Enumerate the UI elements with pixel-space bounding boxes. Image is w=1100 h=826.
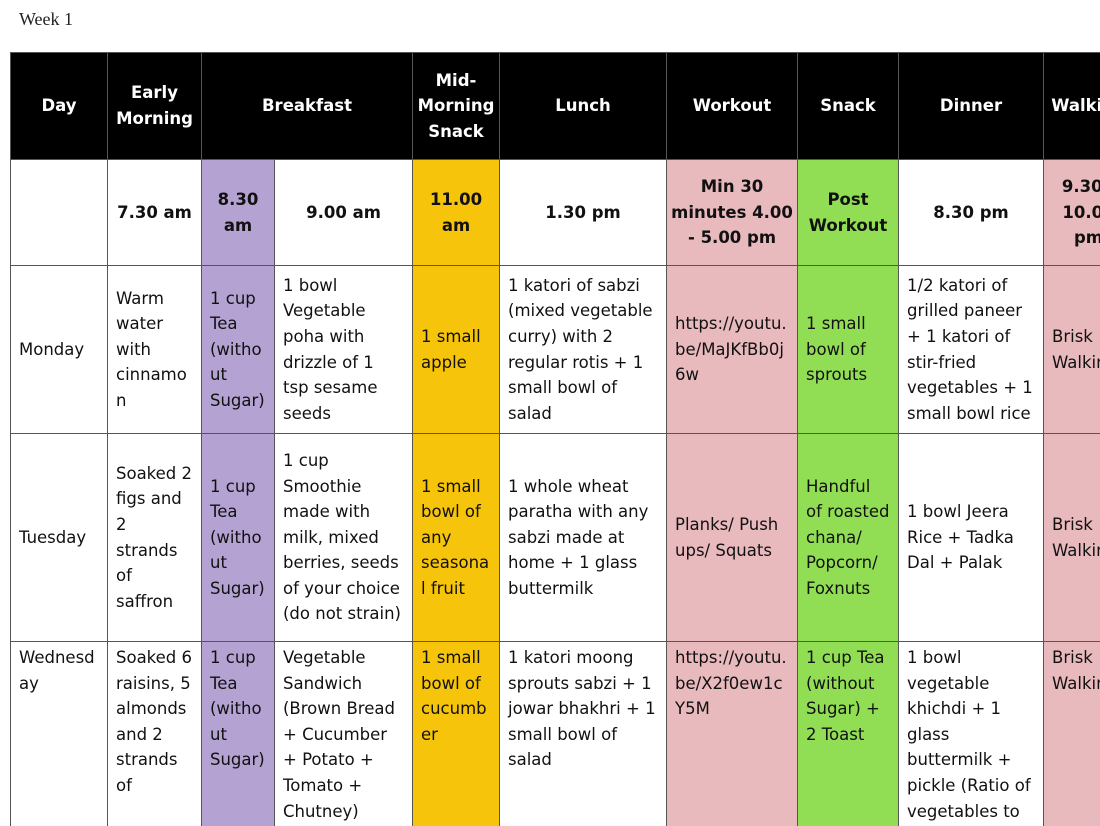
cell: Warm water with cinnamon (107, 265, 202, 434)
day-cell (10, 159, 108, 266)
table-container: Day Early Morning Breakfast Mid-Morning Sna… (10, 52, 1100, 826)
cell: 1 katori moong sprouts sabzi + 1 jowar b… (499, 641, 668, 826)
cell: Planks/ Push ups/ Squats (666, 433, 799, 642)
cell: 1 small bowl of any seasonal fruit (412, 433, 501, 642)
cell: 11.00 am (412, 159, 501, 266)
cell: Brisk Walking (1043, 433, 1100, 642)
header-cell: Snack (797, 52, 900, 160)
header-row: Day Early Morning Breakfast Mid-Morning Sna… (10, 52, 1100, 160)
cell: Brisk Walking (1043, 265, 1100, 434)
cell: 1 small bowl of cucumber (412, 641, 501, 826)
cell: 7.30 am (107, 159, 202, 266)
cell: 1 cup Tea (without Sugar) (201, 433, 275, 642)
day-cell: Wednesday (10, 641, 108, 826)
header-cell: Day (10, 52, 108, 160)
header-cell: Dinner (898, 52, 1045, 160)
cell: 1 small bowl of sprouts (797, 265, 900, 434)
header-cell: Early Morning (107, 52, 202, 160)
cell: https://youtu.be/X2f0ew1cY5M (666, 641, 799, 826)
cell: Handful of roasted chana/ Popcorn/ Foxnu… (797, 433, 900, 642)
meal-plan-table: Day Early Morning Breakfast Mid-Morning Sna… (10, 52, 1100, 826)
time-row: 7.30 am 8.30 am 9.00 am 11.00 am 1.30 pm Min … (10, 159, 1100, 266)
cell: 9.00 am (273, 159, 414, 266)
day-cell: Tuesday (10, 433, 108, 642)
cell: 1 whole wheat paratha with any sabzi mad… (499, 433, 668, 642)
cell: Brisk Walking (1043, 641, 1100, 826)
header-cell: Workout (666, 52, 799, 160)
cell: 1 cup Tea (without Sugar) (201, 641, 275, 826)
day-cell: Monday (10, 265, 108, 434)
cell: 1/2 katori of grilled paneer + 1 katori … (898, 265, 1045, 434)
cell: 1 bowl Jeera Rice + Tadka Dal + Palak (898, 433, 1045, 642)
cell: 1 cup Tea (without Sugar) (201, 265, 275, 434)
cell: Vegetable Sandwich (Brown Bread + Cucumb… (273, 641, 414, 826)
cell: https://youtu.be/MaJKfBb0j6w (666, 265, 799, 434)
page-title: Week 1 (19, 9, 74, 29)
cell: 8.30 pm (898, 159, 1045, 266)
header-cell: Walking (1043, 52, 1100, 160)
day-row: Monday Warm water with cinnamon 1 cup Tea … (10, 265, 1100, 434)
cell: 1 cup Tea (without Sugar) + 2 Toast (797, 641, 900, 826)
cell: 1 katori of sabzi (mixed vegetable curry… (499, 265, 668, 434)
cell: Soaked 6 raisins, 5 almonds and 2 strand… (107, 641, 202, 826)
cell: 1.30 pm (499, 159, 668, 266)
cell: 1 bowl vegetable khichdi + 1 glass butte… (898, 641, 1045, 826)
cell: 1 bowl Vegetable poha with drizzle of 1 … (273, 265, 414, 434)
day-row: Tuesday Soaked 2 figs and 2 strands of sa… (10, 433, 1100, 642)
cell: 1 small apple (412, 265, 501, 434)
cell: 8.30 am (201, 159, 275, 266)
cell: Soaked 2 figs and 2 strands of saffron (107, 433, 202, 642)
header-cell: Breakfast (200, 52, 414, 160)
header-cell: Lunch (499, 52, 668, 160)
cell: Min 30 minutes 4.00 - 5.00 pm (666, 159, 799, 266)
cell: 1 cup Smoothie made with milk, mixed ber… (273, 433, 414, 642)
day-row: Wednesday Soaked 6 raisins, 5 almonds and… (10, 641, 1100, 826)
cell: Post Workout (797, 159, 900, 266)
header-cell: Mid-Morning Snack (412, 52, 501, 160)
cell: 9.30 - 10.00 pm (1043, 159, 1100, 266)
